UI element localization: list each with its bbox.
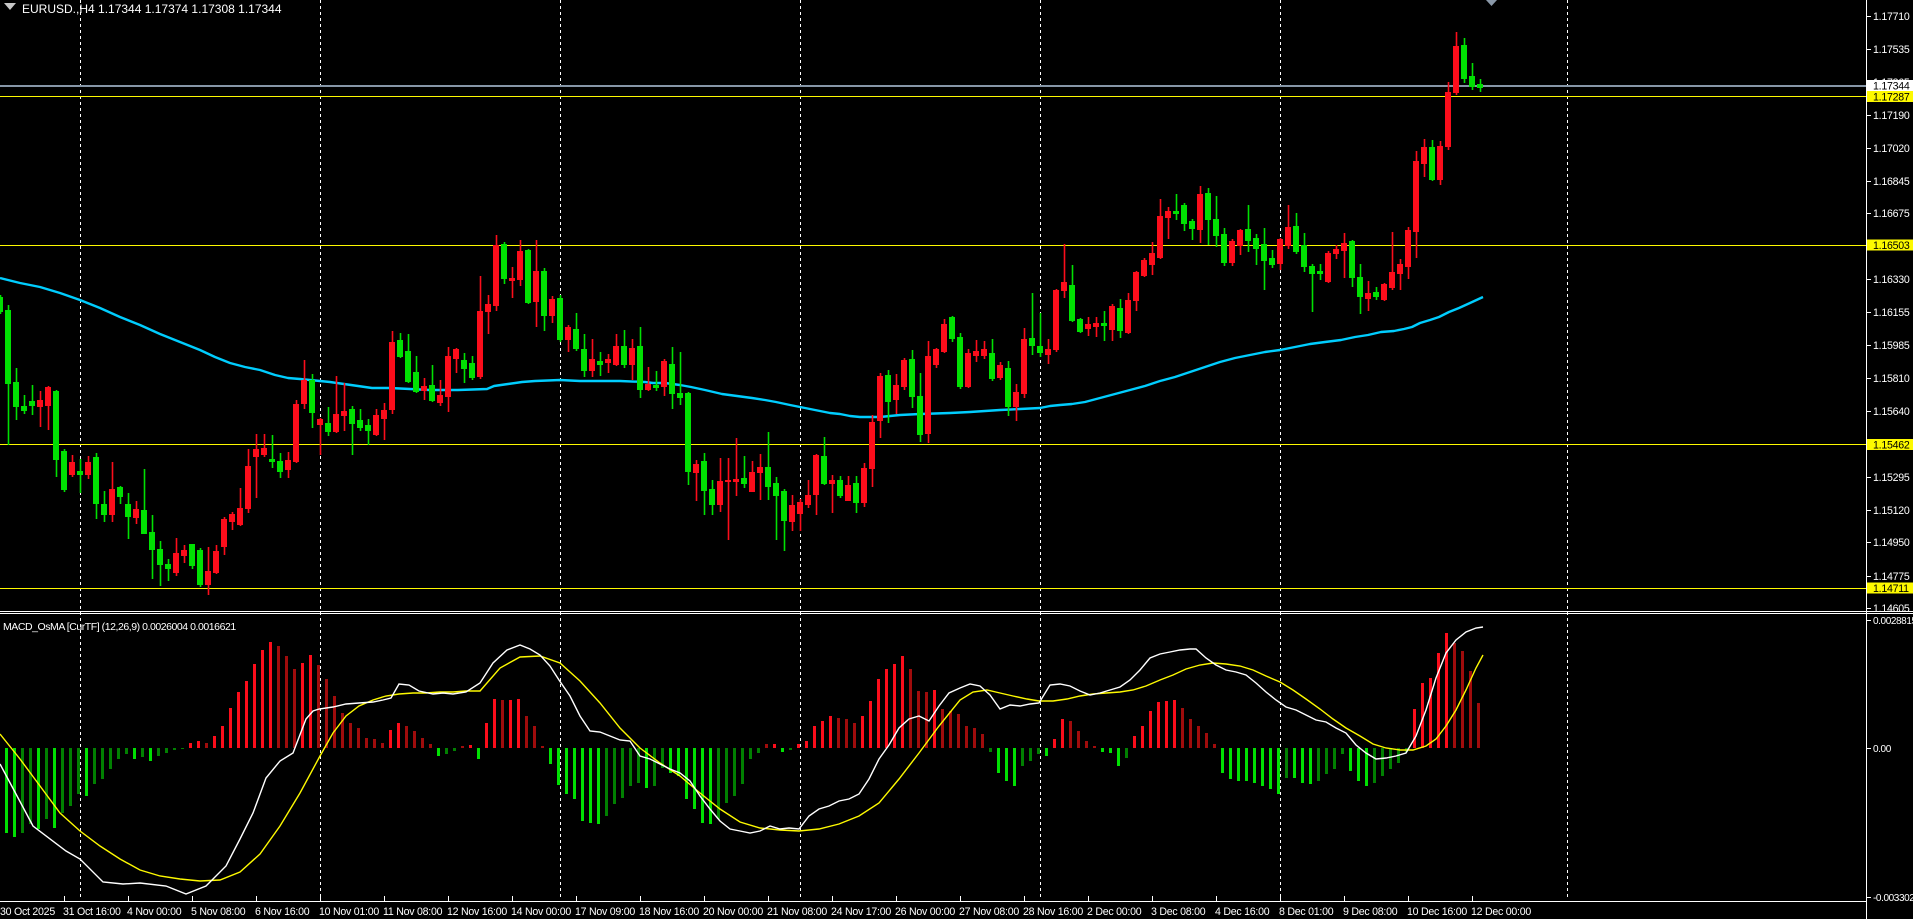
svg-text:1.16330: 1.16330 bbox=[1873, 274, 1910, 286]
svg-text:1.16675: 1.16675 bbox=[1873, 208, 1910, 220]
svg-text:1.17535: 1.17535 bbox=[1873, 44, 1910, 56]
svg-text:1.16845: 1.16845 bbox=[1873, 176, 1910, 188]
svg-text:3 Dec 08:00: 3 Dec 08:00 bbox=[1151, 906, 1206, 918]
svg-text:11 Nov 08:00: 11 Nov 08:00 bbox=[383, 906, 443, 918]
svg-text:1.15810: 1.15810 bbox=[1873, 373, 1910, 385]
svg-text:10 Nov 01:00: 10 Nov 01:00 bbox=[319, 906, 379, 918]
svg-text:9 Dec 08:00: 9 Dec 08:00 bbox=[1343, 906, 1398, 918]
svg-text:4 Nov 00:00: 4 Nov 00:00 bbox=[127, 906, 182, 918]
svg-text:1.14950: 1.14950 bbox=[1873, 537, 1910, 549]
svg-text:14 Nov 00:00: 14 Nov 00:00 bbox=[511, 906, 571, 918]
svg-text:30 Oct 2025: 30 Oct 2025 bbox=[0, 906, 55, 918]
svg-text:1.17710: 1.17710 bbox=[1873, 11, 1910, 23]
svg-text:5 Nov 08:00: 5 Nov 08:00 bbox=[191, 906, 246, 918]
svg-text:18 Nov 16:00: 18 Nov 16:00 bbox=[639, 906, 699, 918]
svg-text:4 Dec 16:00: 4 Dec 16:00 bbox=[1215, 906, 1270, 918]
svg-text:26 Nov 00:00: 26 Nov 00:00 bbox=[895, 906, 955, 918]
svg-text:1.14775: 1.14775 bbox=[1873, 571, 1910, 583]
svg-text:-0.0033025: -0.0033025 bbox=[1873, 893, 1913, 904]
svg-text:1.14711: 1.14711 bbox=[1873, 583, 1909, 595]
svg-text:24 Nov 17:00: 24 Nov 17:00 bbox=[831, 906, 891, 918]
svg-text:12 Dec 00:00: 12 Dec 00:00 bbox=[1471, 906, 1531, 918]
svg-text:27 Nov 08:00: 27 Nov 08:00 bbox=[959, 906, 1019, 918]
svg-text:MACD_OsMA [CurTF] (12,26,9) 0.: MACD_OsMA [CurTF] (12,26,9) 0.0026004 0.… bbox=[3, 621, 236, 633]
svg-text:12 Nov 16:00: 12 Nov 16:00 bbox=[447, 906, 507, 918]
svg-text:EURUSD.,H4 1.17344 1.17374 1.: EURUSD.,H4 1.17344 1.17374 1.17308 1.173… bbox=[22, 2, 282, 16]
svg-text:10 Dec 16:00: 10 Dec 16:00 bbox=[1407, 906, 1467, 918]
svg-text:1.15295: 1.15295 bbox=[1873, 472, 1910, 484]
svg-text:1.14605: 1.14605 bbox=[1873, 603, 1910, 615]
svg-text:1.17287: 1.17287 bbox=[1873, 92, 1910, 104]
svg-text:1.15120: 1.15120 bbox=[1873, 505, 1910, 517]
svg-text:20 Nov 00:00: 20 Nov 00:00 bbox=[703, 906, 763, 918]
svg-text:1.16155: 1.16155 bbox=[1873, 307, 1910, 319]
svg-text:1.17190: 1.17190 bbox=[1873, 110, 1910, 122]
svg-text:1.17344: 1.17344 bbox=[1873, 81, 1910, 93]
svg-text:2 Dec 00:00: 2 Dec 00:00 bbox=[1087, 906, 1142, 918]
svg-text:1.15985: 1.15985 bbox=[1873, 340, 1910, 352]
svg-text:21 Nov 08:00: 21 Nov 08:00 bbox=[767, 906, 827, 918]
svg-text:1.17020: 1.17020 bbox=[1873, 143, 1910, 155]
svg-text:31 Oct 16:00: 31 Oct 16:00 bbox=[63, 906, 121, 918]
svg-text:28 Nov 16:00: 28 Nov 16:00 bbox=[1023, 906, 1083, 918]
svg-text:8 Dec 01:00: 8 Dec 01:00 bbox=[1279, 906, 1334, 918]
svg-text:1.15640: 1.15640 bbox=[1873, 406, 1910, 418]
svg-text:0.00: 0.00 bbox=[1873, 744, 1892, 755]
svg-text:1.16503: 1.16503 bbox=[1873, 240, 1910, 252]
svg-text:1.15462: 1.15462 bbox=[1873, 440, 1910, 452]
svg-text:6 Nov 16:00: 6 Nov 16:00 bbox=[255, 906, 310, 918]
svg-text:17 Nov 09:00: 17 Nov 09:00 bbox=[575, 906, 635, 918]
svg-text:0.0028815: 0.0028815 bbox=[1873, 616, 1913, 627]
